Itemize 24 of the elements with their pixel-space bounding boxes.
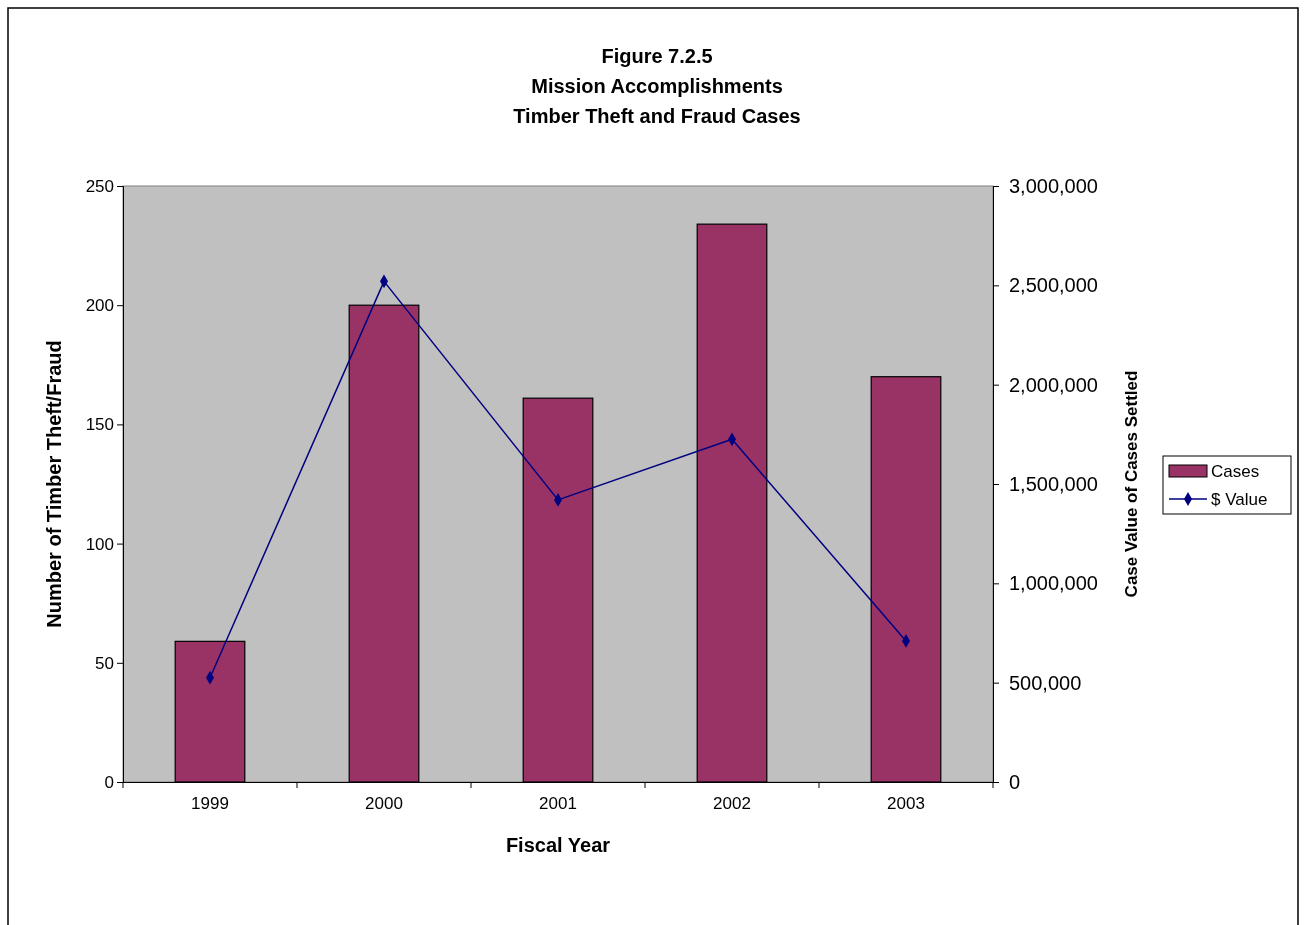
x-tick-label: 1999: [191, 793, 229, 813]
x-tick-label: 2001: [539, 793, 577, 813]
y2-tick-label: 2,000,000: [1009, 373, 1098, 396]
y2-tick-label: 0: [1009, 770, 1021, 793]
y-tick-label: 200: [85, 296, 114, 316]
chart-title: Figure 7.2.5 Mission Accomplishments Timber Theft and Fraud Cases: [513, 45, 801, 127]
x-tick-label: 2002: [713, 793, 751, 813]
y2-axis-title: Case Value of Cases Settled: [1122, 370, 1141, 598]
y-axis-title: Number of Timber Theft/Fraud: [43, 340, 65, 628]
y-tick-label: 50: [95, 653, 114, 673]
y-tick-label: 0: [104, 772, 114, 792]
x-tick-label: 2000: [365, 793, 403, 813]
y-tick-label: 250: [85, 176, 114, 196]
y-tick-label: 150: [85, 415, 114, 435]
x-axis-title: Fiscal Year: [505, 834, 611, 856]
y2-tick-label: 1,500,000: [1009, 472, 1098, 495]
y2-tick-label: 500,000: [1009, 671, 1082, 694]
y2-tick-label: 1,000,000: [1009, 572, 1098, 595]
x-tick-label: 2003: [887, 793, 925, 813]
y2-tick-label: 3,000,000: [1009, 174, 1098, 197]
legend-label: $ Value: [1211, 490, 1268, 509]
y-tick-label: 100: [85, 534, 114, 554]
y2-tick-label: 2,500,000: [1009, 274, 1098, 297]
legend-label: Cases: [1211, 462, 1260, 481]
